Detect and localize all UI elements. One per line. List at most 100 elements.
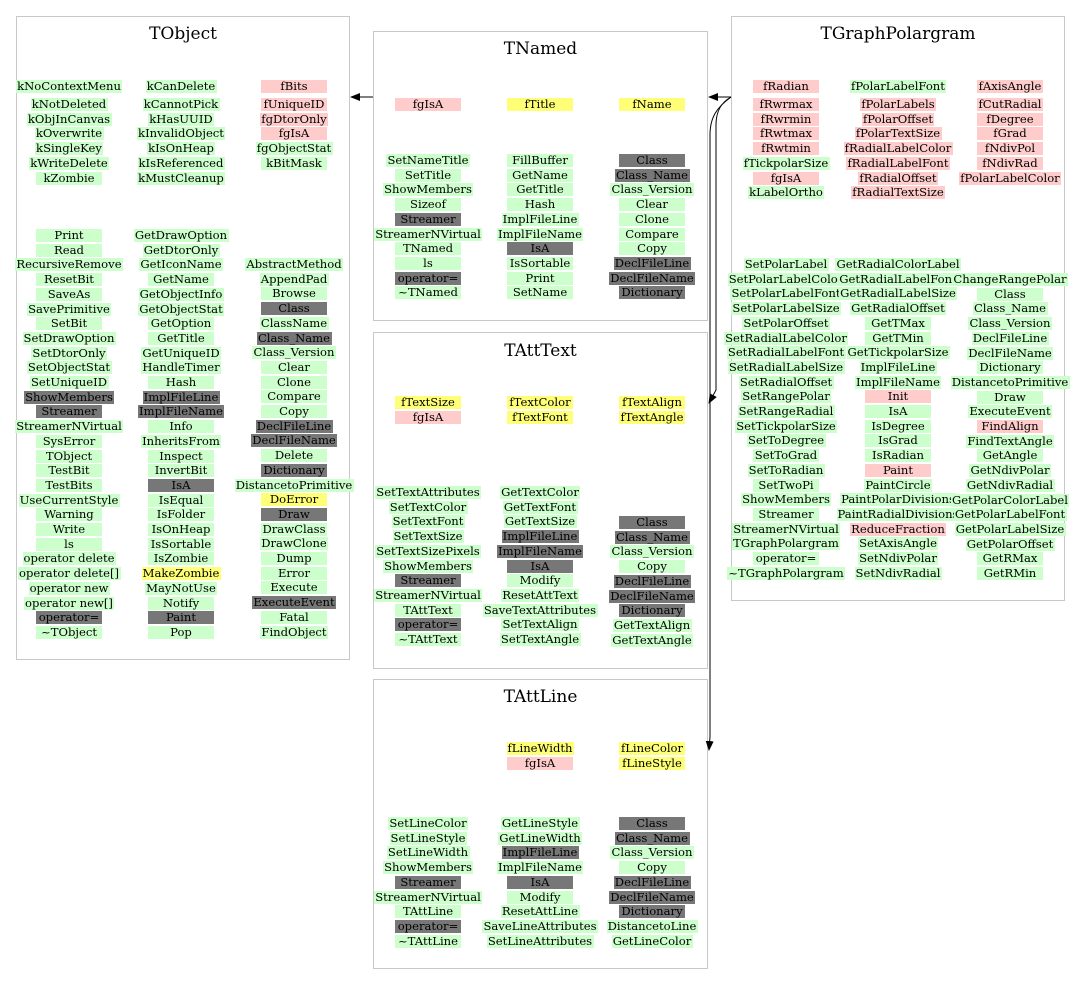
member-tobject: Class_Name [256, 330, 332, 345]
member-tgraphpolargram: SetRadialLabelColor [724, 330, 848, 345]
member-tgraphpolargram: ChangeRangePolar [952, 272, 1068, 286]
member-tgraphpolargram: SetPolarLabelColor [727, 271, 845, 286]
member-tattline: ImplFileLine [501, 845, 579, 860]
member-tattline: GetLineWidth [498, 830, 582, 845]
member-tattline: Copy [619, 861, 685, 875]
member-tobject: FindObject [260, 624, 328, 639]
member-tobject: ImplFileName [138, 404, 224, 419]
member-tnamed: fName [619, 98, 685, 111]
member-tobject: kCannotPick [142, 97, 220, 111]
member-tattline: SetLineWidth [386, 845, 470, 860]
member-tobject: SetBit [36, 317, 102, 331]
member-tobject: DistancetoPrimitive [234, 477, 354, 492]
member-tobject: MakeZombie [141, 566, 221, 581]
member-tatttext: ResetAttText [501, 587, 579, 602]
member-tattline: TAttLine [395, 905, 461, 919]
member-tgraphpolargram: GetRMax [977, 552, 1043, 566]
member-tgraphpolargram: GetTickpolarSize [846, 345, 950, 360]
member-tnamed: fTitle [507, 98, 573, 111]
member-tgraphpolargram: SetRangeRadial [737, 404, 835, 418]
member-tobject: ShowMembers [24, 389, 114, 404]
member-tgraphpolargram: fPolarLabelColor [959, 170, 1061, 185]
member-tobject: kHasUUID [148, 111, 214, 126]
member-tnamed: IsSortable [507, 256, 573, 270]
member-tgraphpolargram: fPolarLabels [860, 97, 936, 111]
member-tobject: Dictionary [261, 463, 327, 477]
member-tattline: GetLineColor [611, 933, 693, 948]
member-tgraphpolargram: StreamerNVirtual [732, 521, 840, 536]
member-tattline: operator= [395, 919, 461, 933]
member-tattline: Dictionary [619, 905, 685, 919]
member-tobject: HandleTimer [141, 360, 221, 375]
member-tgraphpolargram: ExecuteEvent [968, 404, 1052, 419]
member-tnamed: SetNameTitle [386, 153, 470, 167]
member-tgraphpolargram: GetNdivPolar [969, 463, 1051, 478]
member-tobject: Error [261, 566, 327, 580]
member-tobject: operator delete [22, 551, 116, 566]
member-tobject: AbstractMethod [245, 257, 343, 271]
member-tgraphpolargram: PaintPolarDivisions [840, 492, 956, 507]
member-tnamed: Compare [619, 227, 685, 241]
member-tatttext: SetTextAttributes [375, 485, 481, 499]
member-tgraphpolargram: GetPolarLabelSize [954, 521, 1066, 536]
member-tgraphpolargram: GetTMax [865, 316, 931, 330]
member-tnamed: DeclFileLine [613, 255, 691, 270]
member-tattline: ResetAttLine [500, 904, 580, 919]
member-tattline: SaveLineAttributes [482, 918, 598, 933]
member-tobject: fgIsA [261, 127, 327, 141]
member-tobject: ResetBit [36, 273, 102, 287]
member-tatttext: fTextAlign [619, 396, 685, 409]
member-tatttext: ImplFileName [497, 543, 583, 558]
member-tatttext: GetTextFont [502, 499, 578, 514]
member-tgraphpolargram: SetToRadian [747, 462, 825, 477]
member-tgraphpolargram: TGraphPolargram [732, 536, 840, 551]
member-tatttext: GetTextSize [503, 514, 577, 529]
member-tgraphpolargram: IsRadian [865, 449, 931, 463]
member-tobject: SetDtorOnly [31, 345, 107, 360]
member-tgraphpolargram: IsGrad [865, 434, 931, 448]
member-tobject: IsEqual [148, 493, 214, 507]
member-tobject: ls [36, 537, 102, 551]
member-tobject: Pop [148, 625, 214, 639]
member-tatttext: SetTextAngle [499, 632, 581, 646]
member-tgraphpolargram: GetNdivRadial [965, 477, 1055, 492]
member-tgraphpolargram: GetRadialColorLabel [835, 257, 961, 271]
member-tobject: GetDtorOnly [142, 242, 220, 257]
member-tgraphpolargram: SetPolarLabelFont [730, 286, 842, 301]
member-tobject: kZombie [36, 171, 102, 185]
member-tattline: fgIsA [507, 756, 573, 770]
member-tobject: Hash [148, 376, 214, 389]
member-tnamed: DeclFileName [609, 270, 695, 285]
member-tatttext: IsA [507, 559, 573, 573]
member-tgraphpolargram: SetRangePolar [741, 389, 831, 404]
member-tatttext: Dictionary [619, 604, 685, 618]
member-tgraphpolargram: Dictionary [977, 361, 1043, 375]
member-tobject: Delete [261, 449, 327, 463]
member-tobject: GetTitle [148, 331, 214, 345]
member-tobject: Fatal [261, 610, 327, 624]
member-tgraphpolargram: SetTwoPi [753, 478, 819, 492]
member-tatttext: SetTextFont [391, 514, 465, 529]
member-tatttext: SetTextColor [388, 499, 468, 514]
member-tgraphpolargram: SetPolarLabel [743, 257, 829, 271]
member-tobject: TObject [36, 449, 102, 463]
member-tnamed: Dictionary [619, 286, 685, 300]
member-tgraphpolargram: fTickpolarSize [742, 155, 830, 170]
member-tobject: Streamer [36, 405, 102, 419]
member-tattline: SetLineAttributes [486, 933, 594, 948]
member-tobject: SavePrimitive [27, 301, 111, 316]
member-tnamed: GetName [507, 168, 573, 182]
member-tnamed: FillBuffer [507, 154, 573, 167]
member-tgraphpolargram: ImplFileLine [859, 359, 937, 374]
member-tgraphpolargram: Init [865, 390, 931, 404]
member-tatttext: fTextSize [395, 396, 461, 409]
member-tgraphpolargram: PaintRadialDivisions [836, 506, 960, 521]
member-tnamed: operator= [395, 271, 461, 285]
member-tgraphpolargram: fDegree [977, 112, 1043, 126]
member-tobject: fgDtorOnly [260, 111, 328, 126]
member-tgraphpolargram: PaintCircle [864, 477, 932, 492]
class-title: TAttLine [503, 687, 578, 707]
member-tobject: Inspect [148, 449, 214, 463]
member-tgraphpolargram: GetPolarOffset [965, 536, 1055, 551]
